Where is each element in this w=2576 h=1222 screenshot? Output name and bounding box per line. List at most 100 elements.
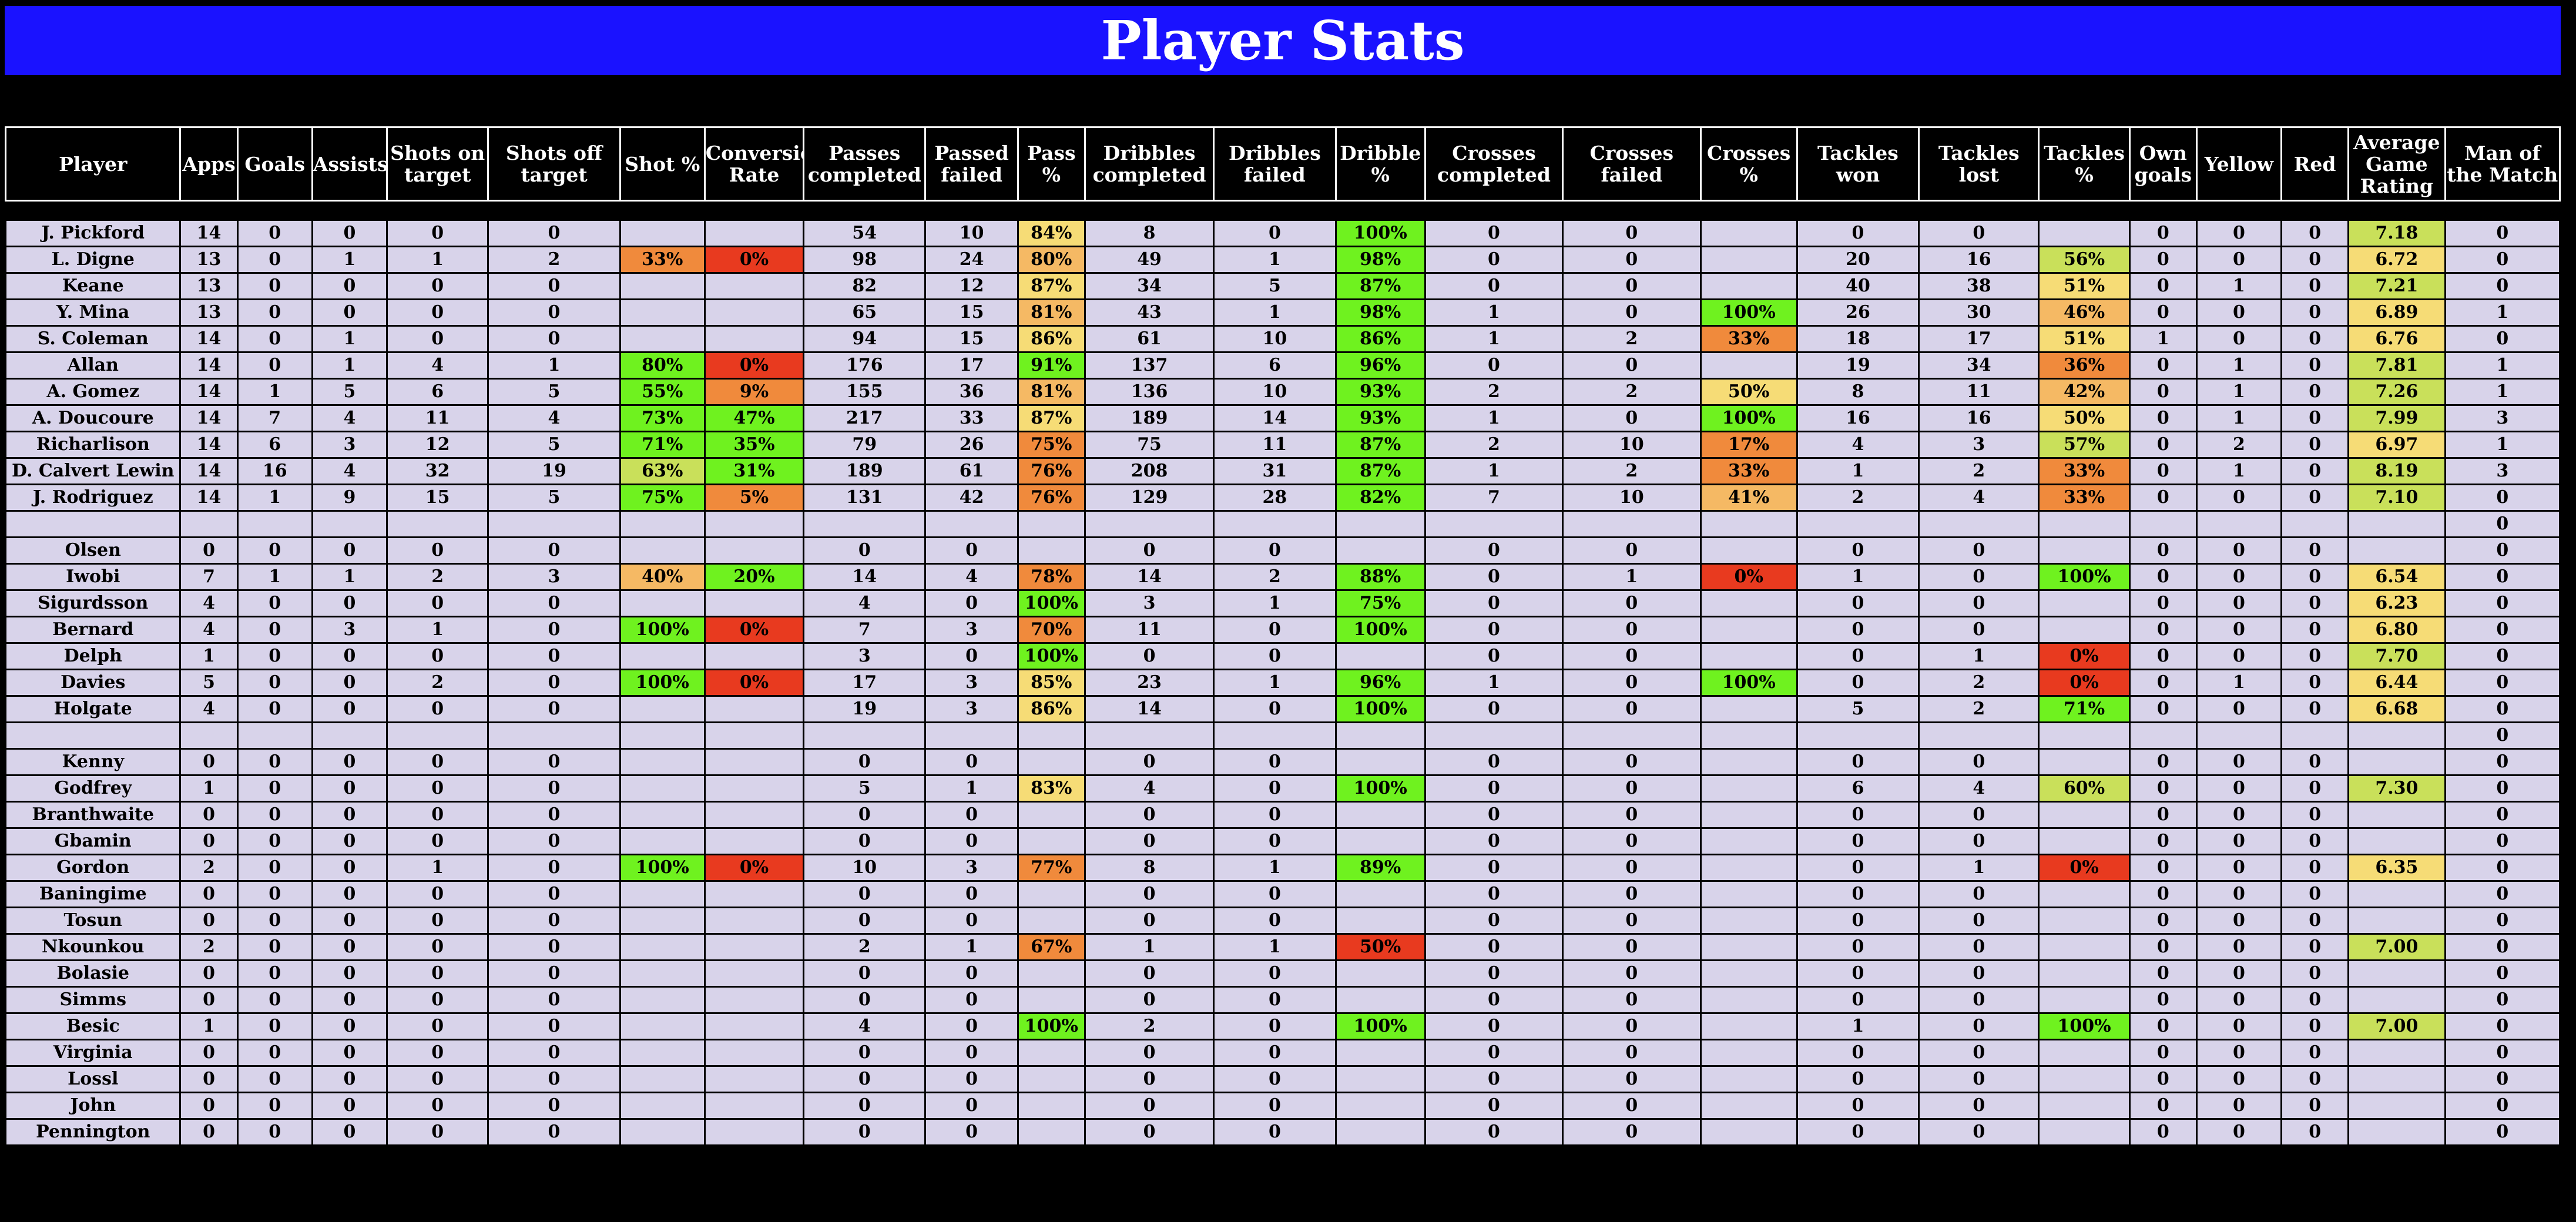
stat-cell[interactable]: 0 bbox=[386, 959, 489, 988]
stat-cell[interactable] bbox=[703, 272, 805, 300]
stat-cell[interactable]: 0 bbox=[924, 1118, 1019, 1146]
stat-cell[interactable]: 1 bbox=[2195, 351, 2283, 380]
stat-cell[interactable]: 4 bbox=[311, 457, 388, 485]
column-header[interactable]: Passed failed bbox=[924, 126, 1019, 202]
stat-cell[interactable]: 5 bbox=[487, 431, 621, 459]
stat-cell[interactable] bbox=[2347, 907, 2446, 935]
stat-cell[interactable] bbox=[703, 959, 805, 988]
stat-cell[interactable] bbox=[179, 721, 239, 750]
stat-cell[interactable]: 0 bbox=[1918, 748, 2040, 776]
stat-cell[interactable] bbox=[1699, 986, 1798, 1014]
stat-cell[interactable]: 0 bbox=[1084, 1092, 1215, 1120]
stat-cell[interactable]: 0 bbox=[924, 589, 1019, 617]
stat-cell[interactable] bbox=[311, 721, 388, 750]
player-name-cell[interactable]: Davies bbox=[4, 669, 182, 697]
stat-cell[interactable]: 0 bbox=[2128, 1039, 2198, 1067]
stat-cell[interactable]: 100% bbox=[1017, 589, 1086, 617]
stat-cell[interactable] bbox=[2195, 721, 2283, 750]
stat-cell[interactable]: 0 bbox=[2280, 616, 2350, 644]
stat-cell[interactable]: 0 bbox=[1084, 959, 1215, 988]
stat-cell[interactable] bbox=[619, 298, 706, 327]
stat-cell[interactable]: 5 bbox=[487, 378, 621, 406]
stat-cell[interactable] bbox=[1334, 748, 1426, 776]
stat-cell[interactable]: 2 bbox=[487, 246, 621, 274]
stat-cell[interactable]: 75% bbox=[1334, 589, 1426, 617]
stat-cell[interactable]: 87% bbox=[1334, 431, 1426, 459]
stat-cell[interactable] bbox=[1918, 721, 2040, 750]
table-row[interactable]: Bolasie 0 0 0 0 0 0 0 0 0 0 0 0 0 0 0 0 0 bbox=[4, 959, 2561, 988]
stat-cell[interactable]: 0 bbox=[1796, 219, 1920, 247]
stat-cell[interactable]: 63% bbox=[619, 457, 706, 485]
stat-cell[interactable] bbox=[619, 1039, 706, 1067]
player-name-cell[interactable]: J. Pickford bbox=[4, 219, 182, 247]
stat-cell[interactable]: 0 bbox=[2195, 1065, 2283, 1093]
stat-cell[interactable]: 0 bbox=[1213, 1118, 1337, 1146]
stat-cell[interactable]: 20 bbox=[1796, 246, 1920, 274]
stat-cell[interactable]: 6.72 bbox=[2347, 246, 2446, 274]
stat-cell[interactable] bbox=[1699, 695, 1798, 723]
stat-cell[interactable]: 1 bbox=[1796, 563, 1920, 591]
stat-cell[interactable] bbox=[1796, 721, 1920, 750]
stat-cell[interactable] bbox=[619, 219, 706, 247]
stat-cell[interactable] bbox=[703, 880, 805, 908]
stat-cell[interactable] bbox=[1017, 510, 1086, 538]
stat-cell[interactable] bbox=[386, 510, 489, 538]
stat-cell[interactable]: 1 bbox=[2195, 457, 2283, 485]
stat-cell[interactable]: 0 bbox=[1562, 1039, 1702, 1067]
stat-cell[interactable]: 0 bbox=[1213, 616, 1337, 644]
stat-cell[interactable]: 0 bbox=[1213, 642, 1337, 670]
stat-cell[interactable]: 100% bbox=[1334, 616, 1426, 644]
stat-cell[interactable]: 1 bbox=[1424, 325, 1564, 353]
table-row[interactable]: Lossl 0 0 0 0 0 0 0 0 0 0 0 0 0 0 0 0 0 bbox=[4, 1065, 2561, 1093]
stat-cell[interactable]: 14 bbox=[179, 219, 239, 247]
stat-cell[interactable]: 0 bbox=[2195, 1092, 2283, 1120]
stat-cell[interactable]: 2 bbox=[1796, 484, 1920, 512]
stat-cell[interactable]: 0 bbox=[2444, 827, 2561, 855]
stat-cell[interactable]: 0 bbox=[386, 1092, 489, 1120]
stat-cell[interactable] bbox=[703, 1012, 805, 1040]
stat-cell[interactable] bbox=[703, 774, 805, 803]
stat-cell[interactable]: 0 bbox=[179, 1065, 239, 1093]
stat-cell[interactable]: 3 bbox=[924, 854, 1019, 882]
stat-cell[interactable] bbox=[2038, 219, 2131, 247]
stat-cell[interactable]: 0 bbox=[2195, 880, 2283, 908]
stat-cell[interactable] bbox=[1334, 986, 1426, 1014]
stat-cell[interactable]: 2 bbox=[1918, 695, 2040, 723]
stat-cell[interactable]: 2 bbox=[1562, 378, 1702, 406]
stat-cell[interactable]: 30 bbox=[1918, 298, 2040, 327]
stat-cell[interactable]: 1 bbox=[1084, 933, 1215, 961]
stat-cell[interactable]: 34 bbox=[1918, 351, 2040, 380]
stat-cell[interactable]: 0 bbox=[1796, 907, 1920, 935]
stat-cell[interactable]: 0 bbox=[924, 907, 1019, 935]
stat-cell[interactable]: 0 bbox=[487, 959, 621, 988]
stat-cell[interactable]: 0 bbox=[1796, 854, 1920, 882]
stat-cell[interactable] bbox=[803, 510, 927, 538]
stat-cell[interactable]: 2 bbox=[1918, 669, 2040, 697]
stat-cell[interactable]: 0 bbox=[2195, 748, 2283, 776]
stat-cell[interactable]: 1 bbox=[236, 563, 313, 591]
player-name-cell[interactable] bbox=[4, 510, 182, 538]
stat-cell[interactable]: 0 bbox=[1562, 536, 1702, 565]
stat-cell[interactable] bbox=[2347, 1092, 2446, 1120]
stat-cell[interactable]: 36% bbox=[2038, 351, 2131, 380]
stat-cell[interactable]: 0 bbox=[2128, 272, 2198, 300]
stat-cell[interactable]: 0 bbox=[236, 907, 313, 935]
stat-cell[interactable]: 0% bbox=[2038, 669, 2131, 697]
stat-cell[interactable]: 71% bbox=[2038, 695, 2131, 723]
stat-cell[interactable]: 1 bbox=[1213, 933, 1337, 961]
stat-cell[interactable]: 33% bbox=[2038, 484, 2131, 512]
stat-cell[interactable]: 8 bbox=[1796, 378, 1920, 406]
stat-cell[interactable]: 77% bbox=[1017, 854, 1086, 882]
stat-cell[interactable]: 4 bbox=[1918, 774, 2040, 803]
stat-cell[interactable]: 1 bbox=[1424, 298, 1564, 327]
stat-cell[interactable] bbox=[619, 880, 706, 908]
stat-cell[interactable]: 0 bbox=[1796, 933, 1920, 961]
stat-cell[interactable]: 17 bbox=[803, 669, 927, 697]
stat-cell[interactable]: 0 bbox=[236, 219, 313, 247]
table-row[interactable]: J. Pickford 14 0 0 0 0 54 10 84% 8 0 100% 0 0 0 0 0 0 0 7.1… bbox=[4, 219, 2561, 247]
player-name-cell[interactable]: Besic bbox=[4, 1012, 182, 1040]
stat-cell[interactable]: 0 bbox=[311, 854, 388, 882]
stat-cell[interactable] bbox=[619, 1012, 706, 1040]
stat-cell[interactable] bbox=[619, 774, 706, 803]
stat-cell[interactable] bbox=[2347, 959, 2446, 988]
